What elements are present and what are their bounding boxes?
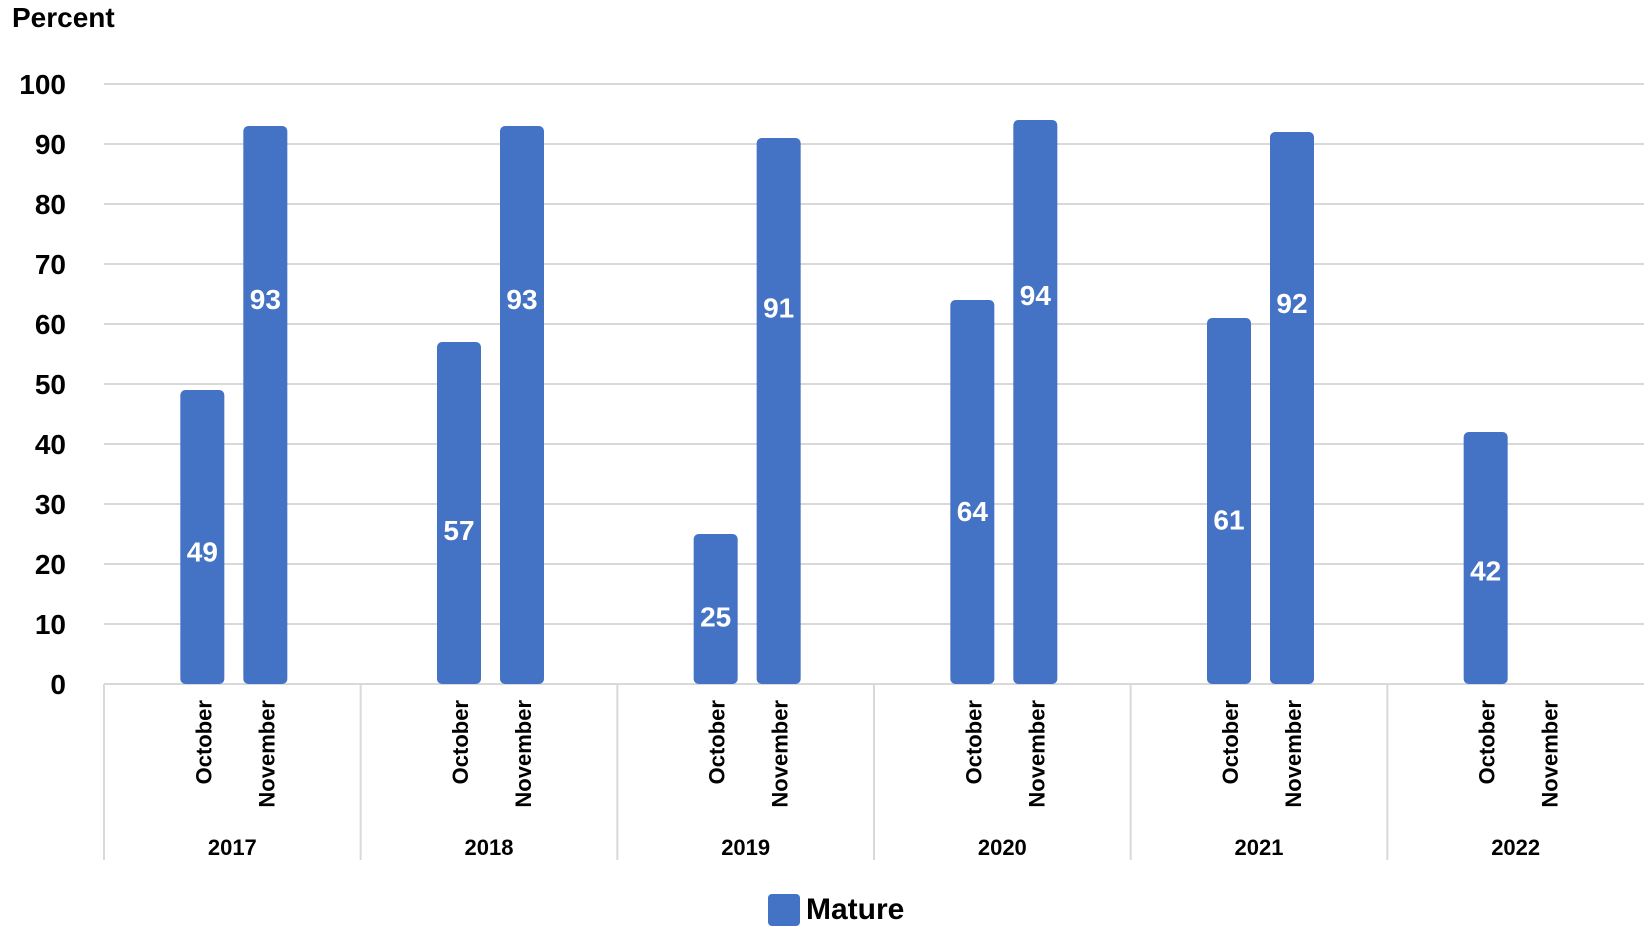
x-group-label-2019: 2019 [721,835,770,860]
x-category-label: October [448,700,473,785]
y-tick-label: 90 [35,129,66,160]
bar-2018-november [500,126,544,684]
legend-label-mature: Mature [806,893,905,926]
legend: Mature [768,890,904,930]
y-tick-label: 80 [35,189,66,220]
bar-2019-november [756,138,801,684]
x-category-label: November [511,700,536,808]
y-axis-title: Percent [12,2,115,33]
data-label: 64 [957,496,989,527]
x-category-label: October [961,700,986,785]
x-category-label: November [768,700,793,808]
x-group-label-2017: 2017 [208,835,257,860]
data-label: 93 [250,284,281,315]
y-tick-label: 30 [35,489,66,520]
y-tick-label: 100 [19,69,66,100]
x-group-label-2020: 2020 [978,835,1027,860]
bar-2021-november [1270,132,1314,684]
bar-2017-november [243,126,288,684]
x-category-label: November [254,700,279,808]
bar-2020-october [950,300,995,684]
data-label: 92 [1276,288,1307,319]
y-tick-label: 60 [35,309,66,340]
bar-2020-november [1013,120,1058,684]
x-group-label-2022: 2022 [1491,835,1540,860]
data-label: 49 [187,537,218,568]
x-category-label: November [1024,700,1049,808]
x-category-label: November [1281,700,1306,808]
bar-2022-october [1463,432,1508,684]
x-category-label: October [705,700,730,785]
data-label: 42 [1470,556,1501,587]
legend-swatch-mature [768,894,800,926]
y-tick-label: 70 [35,249,66,280]
data-label: 94 [1020,280,1052,311]
bar-2019-october [693,534,738,684]
data-label: 57 [443,515,474,546]
y-tick-label: 10 [35,609,66,640]
x-group-label-2021: 2021 [1235,835,1284,860]
bar-2017-october [180,390,225,684]
x-group-label-2018: 2018 [465,835,514,860]
y-tick-label: 50 [35,369,66,400]
data-label: 91 [763,292,794,323]
x-category-label: October [191,700,216,785]
x-category-label: October [1475,700,1500,785]
x-category-label: October [1218,700,1243,785]
x-category-label: November [1538,700,1563,808]
data-label: 93 [506,284,537,315]
y-tick-label: 0 [50,669,66,700]
bar-2018-october [437,342,481,684]
bar-2021-october [1207,318,1251,684]
data-label: 25 [700,602,731,633]
data-label: 61 [1213,504,1244,535]
y-tick-label: 40 [35,429,66,460]
y-tick-label: 20 [35,549,66,580]
